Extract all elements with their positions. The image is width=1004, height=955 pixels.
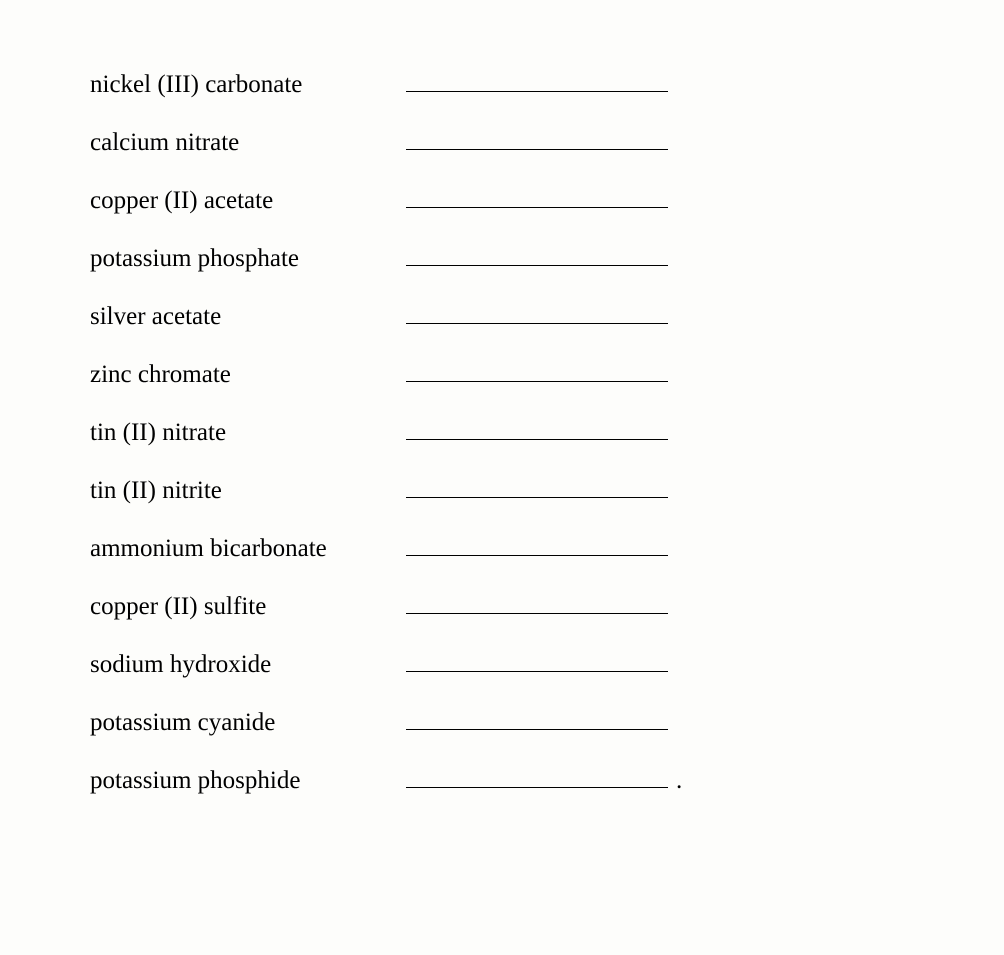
compound-row: tin (II) nitrate <box>90 418 1004 476</box>
compound-label: potassium phosphide <box>90 767 406 795</box>
answer-blank[interactable] <box>406 360 668 382</box>
answer-blank[interactable] <box>406 534 668 556</box>
compound-label: ammonium bicarbonate <box>90 535 406 563</box>
compound-row: potassium cyanide <box>90 708 1004 766</box>
worksheet-container: nickel (III) carbonate calcium nitrate c… <box>90 70 1004 824</box>
compound-label: potassium phosphate <box>90 245 406 273</box>
compound-label: nickel (III) carbonate <box>90 71 406 99</box>
answer-blank[interactable] <box>406 244 668 266</box>
compound-label: calcium nitrate <box>90 129 406 157</box>
trailing-period: . <box>668 767 682 795</box>
compound-label: potassium cyanide <box>90 709 406 737</box>
answer-blank[interactable] <box>406 302 668 324</box>
answer-blank[interactable] <box>406 650 668 672</box>
answer-blank[interactable] <box>406 766 668 788</box>
compound-label: copper (II) sulfite <box>90 593 406 621</box>
compound-label: silver acetate <box>90 303 406 331</box>
compound-row: zinc chromate <box>90 360 1004 418</box>
compound-row: sodium hydroxide <box>90 650 1004 708</box>
compound-row: copper (II) acetate <box>90 186 1004 244</box>
compound-row: nickel (III) carbonate <box>90 70 1004 128</box>
compound-row: tin (II) nitrite <box>90 476 1004 534</box>
compound-row: silver acetate <box>90 302 1004 360</box>
answer-blank[interactable] <box>406 592 668 614</box>
answer-blank[interactable] <box>406 186 668 208</box>
answer-blank[interactable] <box>406 70 668 92</box>
compound-row: ammonium bicarbonate <box>90 534 1004 592</box>
answer-blank[interactable] <box>406 418 668 440</box>
compound-row: potassium phosphide . <box>90 766 1004 824</box>
answer-blank[interactable] <box>406 128 668 150</box>
compound-label: sodium hydroxide <box>90 651 406 679</box>
compound-row: potassium phosphate <box>90 244 1004 302</box>
answer-blank[interactable] <box>406 708 668 730</box>
compound-label: tin (II) nitrate <box>90 419 406 447</box>
answer-blank[interactable] <box>406 476 668 498</box>
compound-label: tin (II) nitrite <box>90 477 406 505</box>
compound-label: zinc chromate <box>90 361 406 389</box>
compound-label: copper (II) acetate <box>90 187 406 215</box>
compound-row: calcium nitrate <box>90 128 1004 186</box>
compound-row: copper (II) sulfite <box>90 592 1004 650</box>
